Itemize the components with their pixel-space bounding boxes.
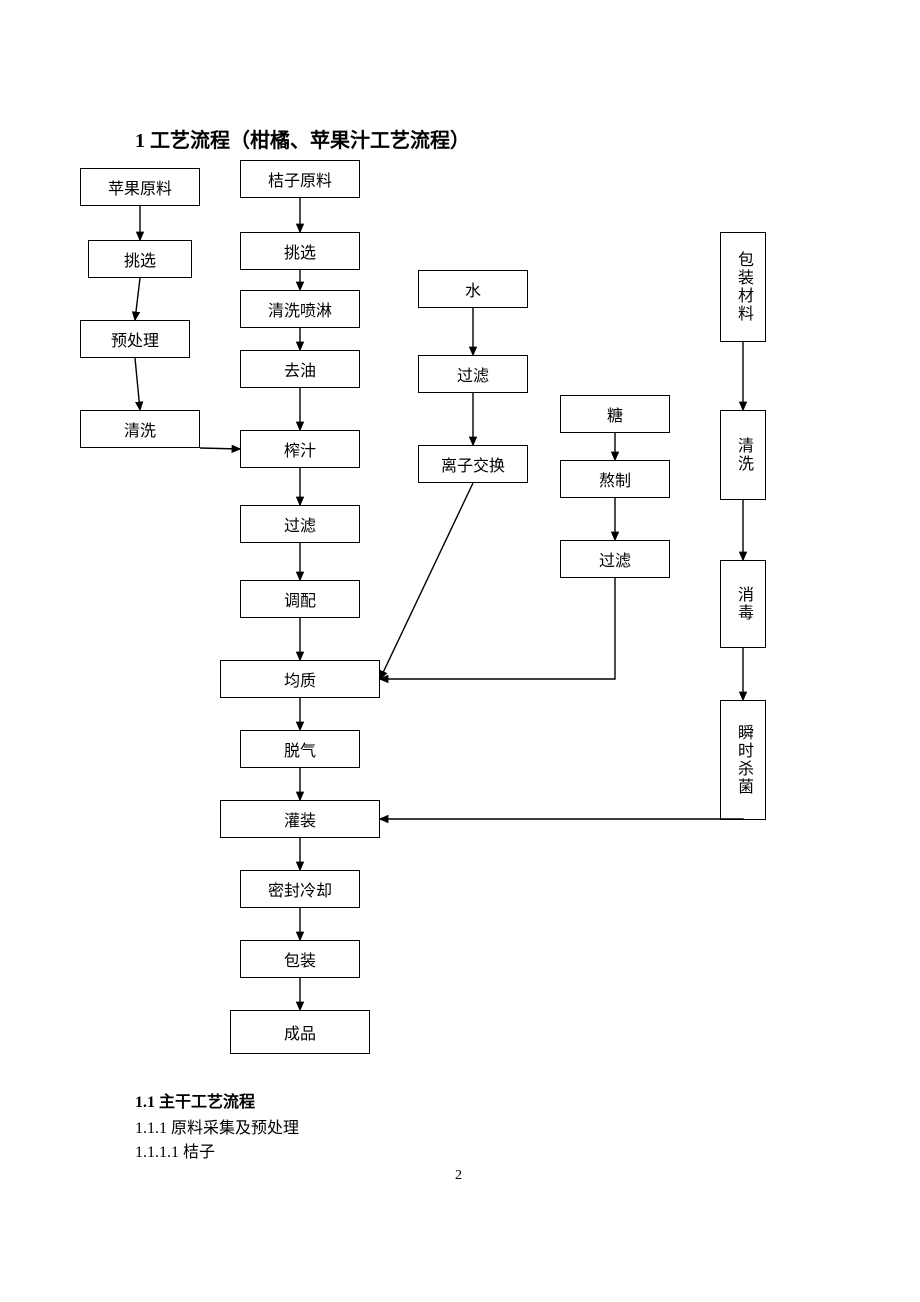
node-sugar: 糖 (560, 395, 670, 433)
footer-line-3: 1.1.1.1 桔子 (135, 1138, 215, 1162)
node-filter-main: 过滤 (240, 505, 360, 543)
node-orange-select: 挑选 (240, 232, 360, 270)
node-apple-raw: 苹果原料 (80, 168, 200, 206)
node-ion-exchange: 离子交换 (418, 445, 528, 483)
node-homogenize: 均质 (220, 660, 380, 698)
node-fill: 灌装 (220, 800, 380, 838)
node-product: 成品 (230, 1010, 370, 1054)
node-pack-wash: 清洗 (720, 410, 766, 500)
page-title: 1 工艺流程（柑橘、苹果汁工艺流程） (135, 124, 470, 153)
footer-line-2: 1.1.1 原料采集及预处理 (135, 1114, 299, 1138)
node-blend: 调配 (240, 580, 360, 618)
node-seal-cool: 密封冷却 (240, 870, 360, 908)
node-water: 水 (418, 270, 528, 308)
node-pack-disinfect: 消毒 (720, 560, 766, 648)
node-juice: 榨汁 (240, 430, 360, 468)
node-orange-deoil: 去油 (240, 350, 360, 388)
node-sterilize: 瞬时杀菌 (720, 700, 766, 820)
node-package: 包装 (240, 940, 360, 978)
node-apple-select: 挑选 (88, 240, 192, 278)
node-degas: 脱气 (240, 730, 360, 768)
node-boil: 熬制 (560, 460, 670, 498)
node-apple-preprocess: 预处理 (80, 320, 190, 358)
node-water-filter: 过滤 (418, 355, 528, 393)
node-apple-wash: 清洗 (80, 410, 200, 448)
footer-line-1: 1.1 主干工艺流程 (135, 1088, 255, 1112)
node-sugar-filter: 过滤 (560, 540, 670, 578)
node-pack-material: 包装材料 (720, 232, 766, 342)
page-number: 2 (455, 1168, 462, 1184)
node-orange-spray: 清洗喷淋 (240, 290, 360, 328)
node-orange-raw: 桔子原料 (240, 160, 360, 198)
